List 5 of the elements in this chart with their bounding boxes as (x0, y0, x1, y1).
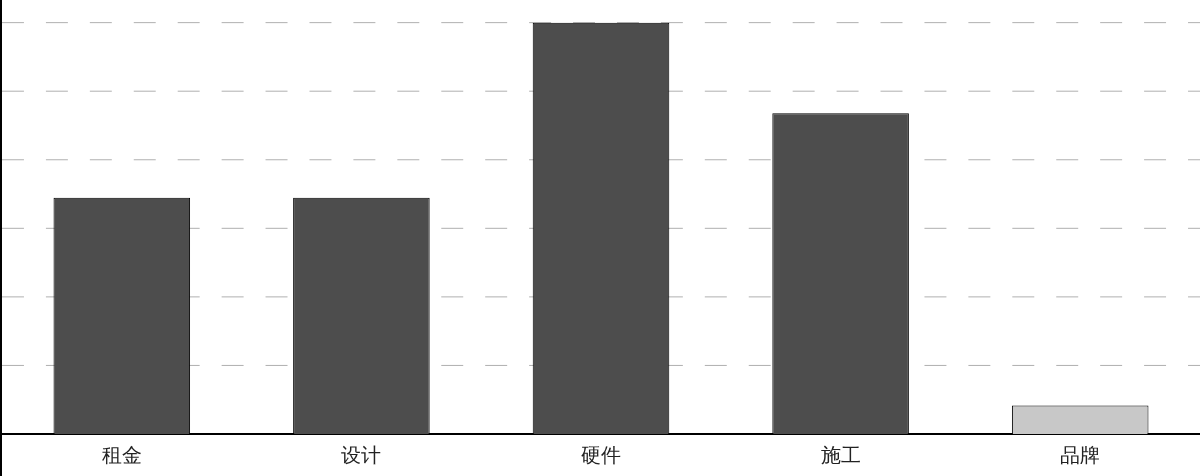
x-tick-label: 设计 (341, 443, 382, 468)
x-tick-label: 品牌 (1060, 443, 1101, 468)
x-tick-label: 租金 (101, 443, 142, 468)
x-tick-label: 施工 (820, 443, 861, 468)
x-tick-label: 硬件 (581, 443, 621, 468)
